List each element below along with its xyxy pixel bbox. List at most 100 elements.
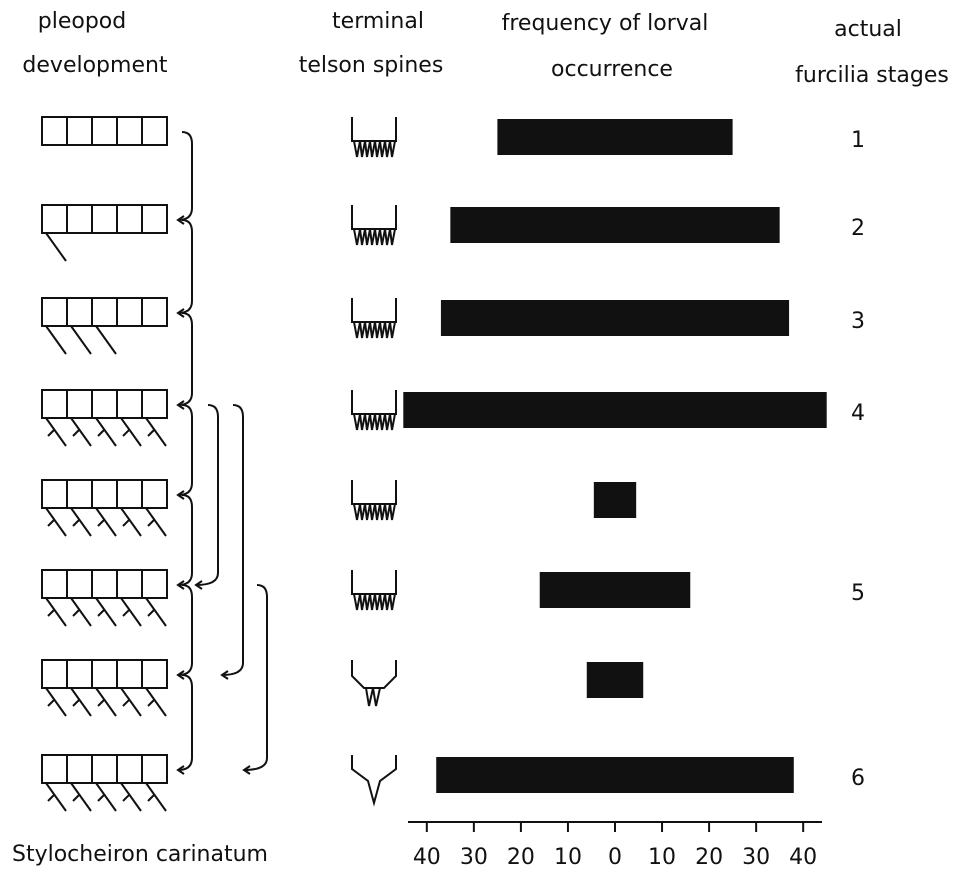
transition-arrow bbox=[178, 220, 192, 313]
transition-arrow bbox=[244, 585, 267, 770]
pleopod-leg bbox=[46, 783, 66, 811]
pleopod-branch bbox=[48, 700, 54, 706]
pleopod-box bbox=[42, 390, 167, 418]
transition-arrow bbox=[178, 585, 192, 675]
pleopod-branch bbox=[73, 795, 79, 801]
bar bbox=[594, 482, 636, 518]
pleopod-leg bbox=[121, 598, 141, 626]
pleopod-leg bbox=[71, 598, 91, 626]
bar bbox=[587, 662, 643, 698]
pleopod-branch bbox=[98, 700, 104, 706]
stage-label: 1 bbox=[851, 128, 865, 153]
pleopod-box bbox=[42, 117, 167, 145]
pleopod-branch bbox=[73, 430, 79, 436]
column-title: terminal bbox=[332, 9, 424, 34]
pleopod-leg bbox=[121, 688, 141, 716]
pleopod-leg bbox=[71, 326, 91, 354]
pleopod-branch bbox=[73, 610, 79, 616]
pleopod-leg bbox=[46, 508, 66, 536]
column-title: telson spines bbox=[299, 53, 444, 78]
pleopod-leg bbox=[96, 783, 116, 811]
pleopod-leg bbox=[46, 598, 66, 626]
pleopod-leg bbox=[96, 688, 116, 716]
page: {"chart_data": { "type": "kite", "column… bbox=[0, 0, 968, 870]
pleopod-leg bbox=[46, 233, 66, 261]
pleopod-branch bbox=[73, 700, 79, 706]
pleopod-branch bbox=[48, 430, 54, 436]
pleopod-leg bbox=[121, 783, 141, 811]
transition-arrow bbox=[178, 132, 192, 220]
pleopod-leg bbox=[71, 688, 91, 716]
pleopod-branch bbox=[148, 520, 154, 526]
pleopod-branch bbox=[98, 430, 104, 436]
telson bbox=[352, 205, 396, 229]
telson bbox=[352, 755, 396, 803]
pleopod-leg bbox=[146, 508, 166, 536]
telson bbox=[352, 660, 396, 688]
pleopod-branch bbox=[123, 520, 129, 526]
pleopod-leg bbox=[71, 418, 91, 446]
pleopod-leg bbox=[96, 598, 116, 626]
pleopod-leg bbox=[46, 326, 66, 354]
pleopod-leg bbox=[121, 508, 141, 536]
bar bbox=[540, 572, 691, 608]
pleopod-branch bbox=[123, 610, 129, 616]
stage-label: 3 bbox=[851, 309, 865, 334]
transition-arrow bbox=[178, 313, 192, 405]
telson-spines bbox=[354, 504, 395, 520]
column-title: development bbox=[22, 53, 168, 78]
pleopod-branch bbox=[123, 795, 129, 801]
x-tick-label: 0 bbox=[608, 845, 622, 870]
pleopod-box bbox=[42, 570, 167, 598]
pleopod-leg bbox=[96, 326, 116, 354]
stage-label: 5 bbox=[851, 581, 865, 606]
x-tick-label: 30 bbox=[460, 845, 488, 870]
pleopod-leg bbox=[121, 418, 141, 446]
telson bbox=[352, 390, 396, 414]
pleopod-box bbox=[42, 298, 167, 326]
telson bbox=[352, 117, 396, 141]
x-tick-label: 40 bbox=[413, 845, 441, 870]
telson-spines bbox=[366, 688, 380, 706]
pleopod-leg bbox=[96, 418, 116, 446]
transition-arrow bbox=[222, 405, 243, 675]
pleopod-branch bbox=[148, 700, 154, 706]
stage-label: 4 bbox=[851, 401, 865, 426]
chart: pleopod development terminal telson spin… bbox=[0, 0, 968, 870]
column-title: pleopod bbox=[38, 9, 126, 34]
pleopod-leg bbox=[71, 508, 91, 536]
telson-spines bbox=[354, 322, 395, 338]
pleopod-branch bbox=[123, 700, 129, 706]
pleopod-branch bbox=[73, 520, 79, 526]
pleopod-branch bbox=[148, 610, 154, 616]
telson bbox=[352, 570, 396, 594]
bar bbox=[436, 757, 794, 793]
pleopod-leg bbox=[96, 508, 116, 536]
pleopod-branch bbox=[148, 430, 154, 436]
pleopod-box bbox=[42, 205, 167, 233]
pleopod-leg bbox=[146, 598, 166, 626]
x-tick-label: 10 bbox=[554, 845, 582, 870]
pleopod-box bbox=[42, 480, 167, 508]
x-tick-label: 20 bbox=[507, 845, 535, 870]
x-tick-label: 30 bbox=[742, 845, 770, 870]
stage-label: 2 bbox=[851, 216, 865, 241]
x-tick-label: 40 bbox=[789, 845, 817, 870]
transition-arrow bbox=[178, 405, 192, 495]
telson bbox=[352, 480, 396, 504]
column-title: furcilia stages bbox=[795, 63, 949, 88]
x-tick-label: 20 bbox=[695, 845, 723, 870]
pleopod-leg bbox=[146, 688, 166, 716]
x-tick-label: 10 bbox=[648, 845, 676, 870]
pleopod-branch bbox=[98, 610, 104, 616]
column-title: occurrence bbox=[551, 57, 673, 82]
transition-arrow bbox=[196, 405, 218, 585]
pleopod-branch bbox=[48, 520, 54, 526]
pleopod-branch bbox=[48, 795, 54, 801]
pleopod-leg bbox=[46, 688, 66, 716]
column-title: actual bbox=[834, 17, 902, 42]
transition-arrow bbox=[178, 495, 192, 585]
pleopod-leg bbox=[71, 783, 91, 811]
telson-spines bbox=[354, 594, 395, 610]
pleopod-branch bbox=[48, 610, 54, 616]
